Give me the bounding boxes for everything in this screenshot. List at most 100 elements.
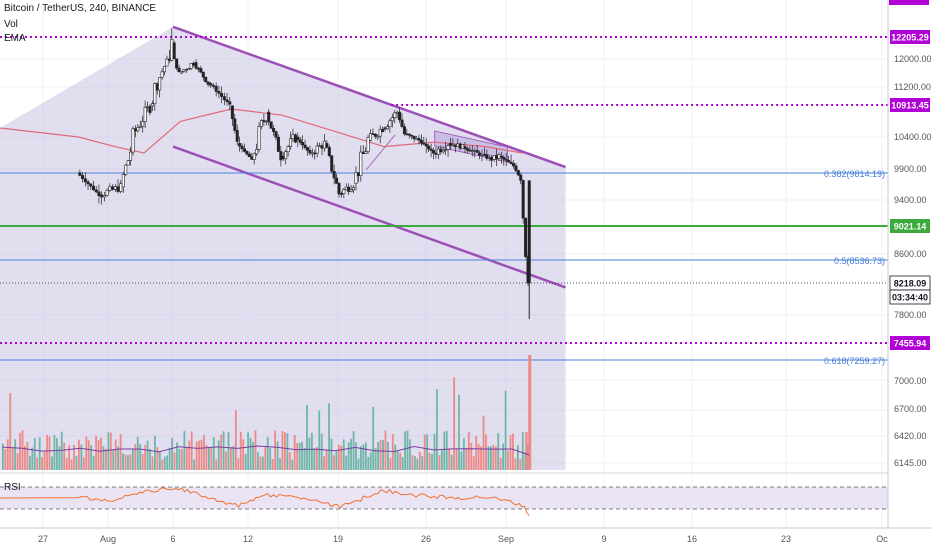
candle-down — [267, 111, 271, 123]
candle-down — [133, 128, 137, 132]
candle-up — [158, 77, 162, 91]
volume-bar-up — [276, 441, 279, 470]
candle-down — [305, 147, 309, 151]
volume-bar-up — [217, 440, 220, 470]
candle-up — [284, 151, 288, 160]
candle-down — [220, 92, 224, 97]
volume-bar-up — [369, 452, 372, 470]
volume-bar-down — [519, 459, 522, 470]
candle-down — [97, 191, 101, 197]
candle-up — [160, 71, 164, 78]
volume-bar-up — [163, 456, 166, 470]
candle-down — [514, 165, 518, 171]
volume-bar-down — [293, 435, 296, 470]
time-tick-label: 9 — [601, 534, 606, 544]
candle-down — [427, 145, 431, 150]
volume-bar-down — [448, 448, 451, 470]
candle-down — [320, 145, 324, 149]
clipped-top-label — [889, 0, 929, 5]
volume-bar-up — [28, 455, 31, 470]
volume-bar-up — [58, 446, 61, 470]
volume-bar-down — [21, 430, 24, 470]
volume-bar-up — [364, 442, 367, 470]
volume-bar-up — [252, 441, 254, 470]
volume-bar-up — [279, 458, 281, 470]
candle-down — [269, 121, 273, 129]
volume-bar-up — [232, 445, 235, 470]
candle-down — [521, 180, 525, 219]
volume-bar-down — [203, 434, 205, 470]
time-tick-label: 16 — [687, 534, 697, 544]
candle-down — [432, 150, 436, 154]
candle-up — [315, 145, 319, 154]
volume-bar-up — [362, 444, 365, 470]
volume-bar-down — [156, 447, 159, 470]
candle-up — [105, 190, 109, 196]
volume-bar-up — [269, 448, 272, 470]
volume-bar-up — [55, 438, 58, 470]
candle-down — [499, 155, 503, 158]
candle-up — [480, 153, 484, 156]
candle-up — [470, 150, 474, 152]
volume-bar-up — [504, 390, 507, 470]
volume-bar-down — [472, 456, 475, 470]
candle-up — [359, 151, 363, 177]
volume-bar-down — [423, 434, 426, 470]
price-tick-label: 8600.00 — [894, 249, 927, 259]
candle-up — [318, 145, 322, 147]
candles — [78, 28, 531, 320]
candle-down — [94, 189, 98, 193]
candle-up — [124, 164, 128, 175]
symbol-title: Bitcoin / TetherUS, 240, BINANCE — [4, 3, 157, 14]
candle-down — [81, 175, 85, 179]
candle-down — [100, 194, 104, 198]
volume-bar-down — [264, 446, 267, 470]
volume-bar-down — [68, 445, 71, 470]
volume-bar-up — [443, 431, 446, 470]
price-tick-label: 6700.00 — [894, 404, 927, 414]
candle-down — [439, 148, 443, 153]
candle-down — [296, 136, 300, 140]
candle-down — [167, 58, 171, 61]
candle-down — [356, 172, 360, 177]
volume-bar-up — [303, 447, 306, 470]
candle-down — [238, 143, 242, 147]
candle-up — [366, 137, 370, 153]
volume-bar-down — [114, 439, 117, 470]
volume-bar-down — [455, 448, 458, 470]
candle-down — [448, 143, 452, 146]
volume-bar-down — [100, 437, 102, 470]
candle-down — [155, 83, 159, 91]
candle-up — [364, 151, 368, 154]
volume-bar-down — [95, 435, 97, 470]
volume-bar-up — [450, 454, 453, 470]
candle-up — [376, 135, 380, 138]
candle-down — [332, 170, 336, 179]
volume-bar-up — [335, 450, 338, 470]
candle-up — [187, 68, 191, 70]
volume-bar-up — [377, 441, 379, 470]
price-tick-label: 11200.00 — [894, 82, 931, 92]
candle-down — [148, 106, 152, 113]
volume-bar-down — [173, 452, 176, 470]
volume-bar-down — [428, 452, 431, 470]
candle-up — [456, 143, 460, 147]
candle-down — [233, 118, 237, 131]
volume-bar-up — [92, 455, 95, 470]
candle-up — [291, 134, 295, 139]
candle-up — [388, 120, 392, 127]
candle-down — [272, 127, 276, 132]
candle-down — [308, 150, 312, 154]
volume-bar-up — [318, 410, 321, 470]
candle-down — [91, 185, 95, 191]
volume-bar-up — [357, 458, 360, 470]
candle-up — [182, 69, 186, 72]
volume-bar-up — [38, 437, 41, 470]
channel-fill — [0, 26, 566, 470]
volume-bar-down — [284, 432, 286, 470]
volume-bar-up — [401, 456, 404, 470]
volume-bar-down — [492, 444, 495, 470]
candle-up — [165, 58, 169, 67]
volume-bar-up — [31, 447, 34, 470]
